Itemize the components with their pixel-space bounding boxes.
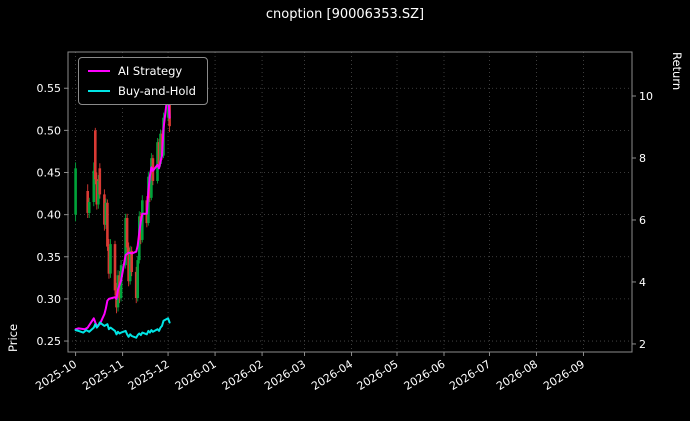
legend-label-ai-strategy: AI Strategy: [118, 64, 183, 78]
svg-text:6: 6: [639, 214, 646, 227]
svg-text:0.40: 0.40: [37, 209, 62, 222]
svg-text:2026-09: 2026-09: [541, 358, 587, 393]
legend: AI Strategy Buy-and-Hold: [78, 57, 208, 105]
svg-text:0.35: 0.35: [37, 251, 62, 264]
svg-text:2026-02: 2026-02: [220, 358, 266, 393]
svg-text:0.45: 0.45: [37, 167, 62, 180]
svg-text:2026-06: 2026-06: [402, 358, 448, 393]
svg-text:2025-11: 2025-11: [80, 358, 126, 393]
svg-text:0.55: 0.55: [37, 82, 62, 95]
legend-item-buy-and-hold: Buy-and-Hold: [88, 84, 196, 98]
legend-item-ai-strategy: AI Strategy: [88, 64, 196, 78]
svg-text:2: 2: [639, 338, 646, 351]
svg-text:8: 8: [639, 152, 646, 165]
svg-text:4: 4: [639, 276, 646, 289]
legend-label-buy-and-hold: Buy-and-Hold: [118, 84, 196, 98]
svg-text:2025-12: 2025-12: [126, 358, 172, 393]
svg-text:2026-04: 2026-04: [309, 358, 355, 393]
chart-title: cnoption [90006353.SZ]: [265, 7, 425, 22]
svg-text:2026-05: 2026-05: [355, 358, 401, 393]
svg-text:2026-03: 2026-03: [262, 358, 308, 393]
svg-text:0.25: 0.25: [37, 335, 62, 348]
svg-text:2026-08: 2026-08: [494, 358, 540, 393]
svg-text:2026-01: 2026-01: [173, 358, 219, 393]
svg-text:10: 10: [639, 90, 653, 103]
svg-text:2025-10: 2025-10: [33, 358, 79, 393]
y-axis-label-left: Price: [6, 323, 20, 352]
y-axis-label-right: Return: [670, 52, 684, 91]
svg-text:2026-07: 2026-07: [447, 358, 493, 393]
buy-and-hold-line-icon: [88, 90, 110, 92]
svg-text:0.30: 0.30: [37, 293, 62, 306]
svg-text:0.50: 0.50: [37, 124, 62, 137]
ai-strategy-line-icon: [88, 70, 110, 72]
